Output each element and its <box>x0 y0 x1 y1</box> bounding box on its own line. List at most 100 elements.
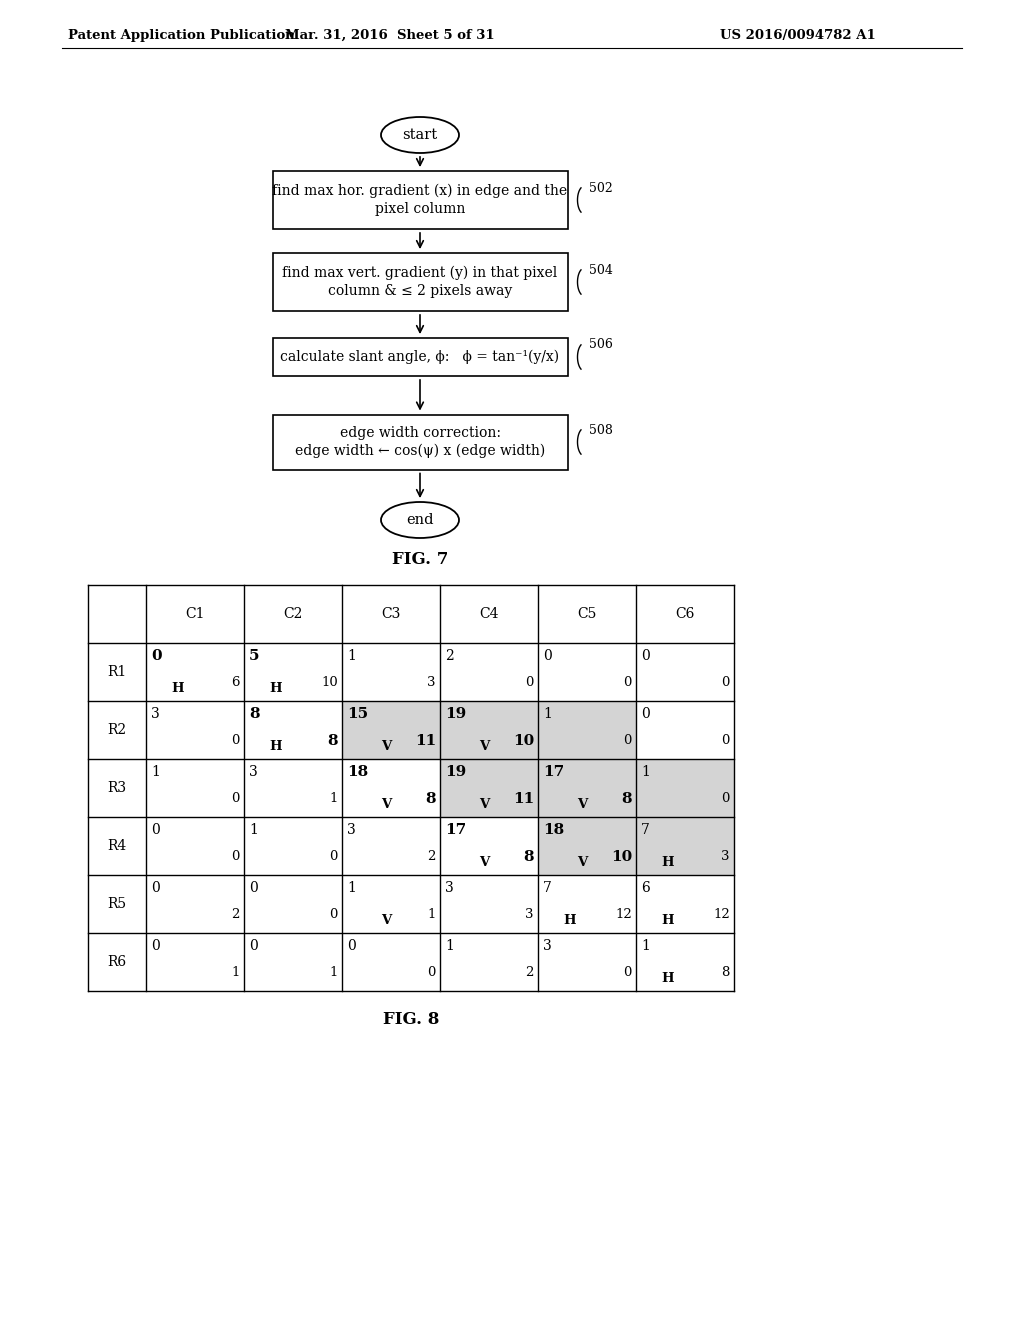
Text: 3: 3 <box>427 676 436 689</box>
Text: 8: 8 <box>523 850 534 865</box>
Text: 0: 0 <box>249 880 258 895</box>
Text: C4: C4 <box>479 607 499 620</box>
Text: C1: C1 <box>185 607 205 620</box>
Text: V: V <box>479 855 489 869</box>
Text: 19: 19 <box>445 766 466 779</box>
Text: V: V <box>479 741 489 752</box>
Text: 1: 1 <box>641 766 650 779</box>
Text: 1: 1 <box>249 822 258 837</box>
FancyBboxPatch shape <box>272 338 567 376</box>
Text: 0: 0 <box>428 966 436 979</box>
Text: FIG. 8: FIG. 8 <box>383 1011 439 1027</box>
Text: H: H <box>269 682 282 696</box>
Text: 3: 3 <box>722 850 730 863</box>
Text: 0: 0 <box>151 822 160 837</box>
Text: 0: 0 <box>231 850 240 863</box>
Text: find max vert. gradient (y) in that pixel
column & ≤ 2 pixels away: find max vert. gradient (y) in that pixe… <box>283 265 558 298</box>
Text: 1: 1 <box>428 908 436 921</box>
Text: 18: 18 <box>347 766 369 779</box>
Text: 8: 8 <box>622 792 632 807</box>
Text: 0: 0 <box>231 792 240 805</box>
Text: 504: 504 <box>590 264 613 276</box>
Text: 11: 11 <box>415 734 436 748</box>
Text: 3: 3 <box>249 766 258 779</box>
Bar <box>538 759 636 817</box>
Text: 7: 7 <box>641 822 650 837</box>
Text: 8: 8 <box>425 792 436 807</box>
Text: 0: 0 <box>249 939 258 953</box>
Text: 502: 502 <box>590 181 613 194</box>
Text: V: V <box>381 913 391 927</box>
Text: edge width correction:
edge width ← cos(ψ) x (edge width): edge width correction: edge width ← cos(… <box>295 425 545 458</box>
Bar <box>538 817 636 875</box>
Text: 0: 0 <box>151 939 160 953</box>
Text: H: H <box>269 741 282 752</box>
Text: H: H <box>171 682 183 696</box>
Text: 10: 10 <box>610 850 632 865</box>
Text: R3: R3 <box>108 781 127 795</box>
Text: 15: 15 <box>347 708 368 721</box>
Text: R5: R5 <box>108 898 127 911</box>
Text: 6: 6 <box>641 880 650 895</box>
Text: R4: R4 <box>108 840 127 853</box>
Text: 17: 17 <box>543 766 564 779</box>
Text: 0: 0 <box>347 939 355 953</box>
Text: 1: 1 <box>641 939 650 953</box>
Text: 1: 1 <box>330 792 338 805</box>
Text: 19: 19 <box>445 708 466 721</box>
Text: R1: R1 <box>108 665 127 678</box>
Text: 1: 1 <box>151 766 160 779</box>
Text: H: H <box>662 972 674 985</box>
Text: 12: 12 <box>615 908 632 921</box>
Text: 18: 18 <box>543 822 564 837</box>
Text: 3: 3 <box>525 908 534 921</box>
Text: H: H <box>662 913 674 927</box>
Text: 3: 3 <box>543 939 552 953</box>
Text: 1: 1 <box>330 966 338 979</box>
FancyBboxPatch shape <box>272 414 567 470</box>
Text: US 2016/0094782 A1: US 2016/0094782 A1 <box>720 29 876 41</box>
Text: V: V <box>381 799 391 810</box>
Ellipse shape <box>381 117 459 153</box>
Text: 0: 0 <box>641 708 650 721</box>
Text: V: V <box>577 799 587 810</box>
Text: 0: 0 <box>231 734 240 747</box>
Text: FIG. 7: FIG. 7 <box>392 552 449 569</box>
Text: find max hor. gradient (x) in edge and the
pixel column: find max hor. gradient (x) in edge and t… <box>272 183 567 216</box>
Text: 3: 3 <box>347 822 355 837</box>
Text: 8: 8 <box>722 966 730 979</box>
Text: 0: 0 <box>722 734 730 747</box>
Text: C5: C5 <box>578 607 597 620</box>
Bar <box>636 759 734 817</box>
Text: R6: R6 <box>108 954 127 969</box>
Text: 8: 8 <box>328 734 338 748</box>
Bar <box>538 701 636 759</box>
FancyBboxPatch shape <box>272 253 567 312</box>
Text: 0: 0 <box>641 649 650 663</box>
Text: 508: 508 <box>590 424 613 437</box>
Text: 2: 2 <box>231 908 240 921</box>
Text: 2: 2 <box>525 966 534 979</box>
Text: 1: 1 <box>347 880 356 895</box>
Bar <box>440 701 538 759</box>
Text: C6: C6 <box>675 607 694 620</box>
Text: R2: R2 <box>108 723 127 737</box>
Text: 0: 0 <box>722 676 730 689</box>
Ellipse shape <box>381 502 459 539</box>
Text: 1: 1 <box>231 966 240 979</box>
Text: 3: 3 <box>151 708 160 721</box>
Text: 506: 506 <box>590 338 613 351</box>
Text: H: H <box>563 913 575 927</box>
Text: 0: 0 <box>330 908 338 921</box>
Bar <box>440 759 538 817</box>
Text: end: end <box>407 513 434 527</box>
Text: C3: C3 <box>381 607 400 620</box>
Text: 0: 0 <box>525 676 534 689</box>
Text: C2: C2 <box>284 607 303 620</box>
Text: 2: 2 <box>428 850 436 863</box>
Text: 1: 1 <box>445 939 454 953</box>
Text: 5: 5 <box>249 649 259 663</box>
Text: 0: 0 <box>624 734 632 747</box>
Text: 0: 0 <box>624 966 632 979</box>
Text: 10: 10 <box>322 676 338 689</box>
